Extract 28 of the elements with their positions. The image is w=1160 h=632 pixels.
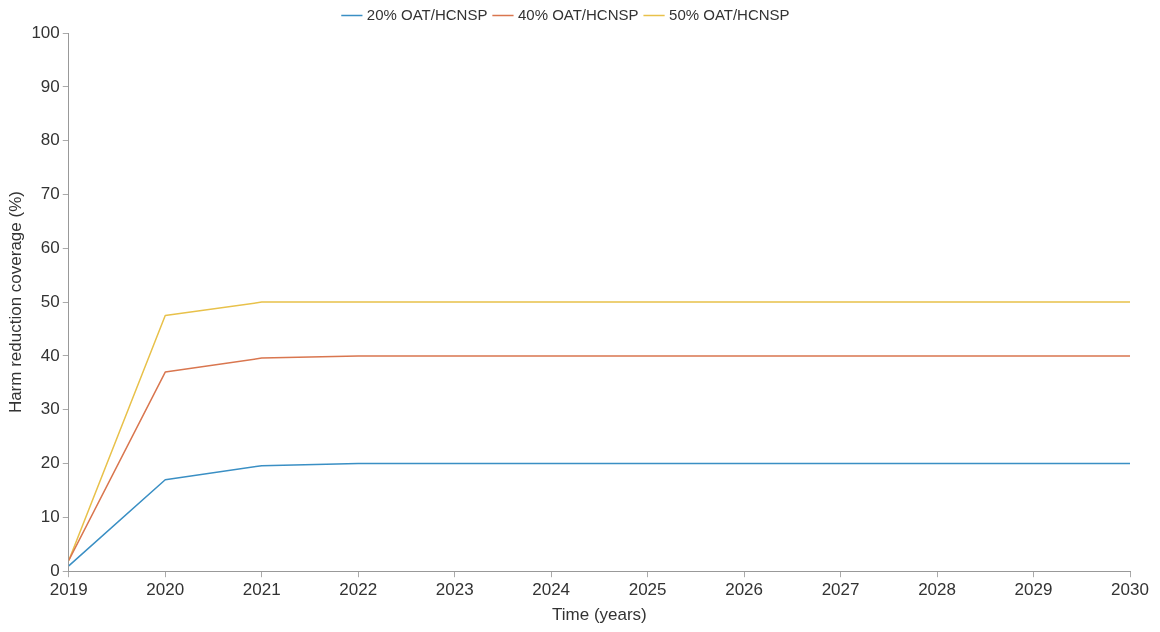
- y-tick-label: 20: [40, 453, 60, 473]
- x-tick-label: 2030: [1111, 580, 1149, 600]
- x-tick-label: 2021: [242, 580, 281, 600]
- legend-label: 50% OAT/HCNSP: [669, 5, 790, 23]
- legend-label: 40% OAT/HCNSP: [517, 5, 639, 23]
- y-tick-label: 100: [31, 22, 60, 42]
- y-tick-label: 30: [40, 399, 60, 419]
- y-tick-label: 80: [40, 130, 60, 150]
- x-tick-label: 2029: [1014, 580, 1053, 600]
- x-tick-label: 2020: [146, 580, 185, 600]
- y-tick-label: 90: [40, 76, 60, 96]
- y-tick-label: 10: [40, 507, 60, 527]
- x-tick-label: 2027: [821, 580, 860, 600]
- y-tick-label: 70: [40, 184, 60, 204]
- x-tick-label: 2026: [725, 580, 764, 600]
- y-axis-title: Harm reduction coverage (%): [5, 191, 25, 414]
- x-tick-label: 2023: [435, 580, 474, 600]
- x-tick-label: 2028: [918, 580, 956, 600]
- x-tick-label: 2024: [532, 580, 571, 600]
- legend-label: 20% OAT/HCNSP: [366, 5, 488, 23]
- y-tick-label: 40: [40, 345, 60, 365]
- x-tick-label: 2025: [628, 580, 667, 600]
- x-tick-label: 2022: [339, 580, 378, 600]
- x-tick-label: 2019: [49, 580, 88, 600]
- y-tick-label: 60: [40, 237, 60, 257]
- y-tick-label: 0: [50, 560, 60, 580]
- y-tick-label: 50: [40, 291, 60, 311]
- x-axis-title: Time (years): [552, 605, 647, 625]
